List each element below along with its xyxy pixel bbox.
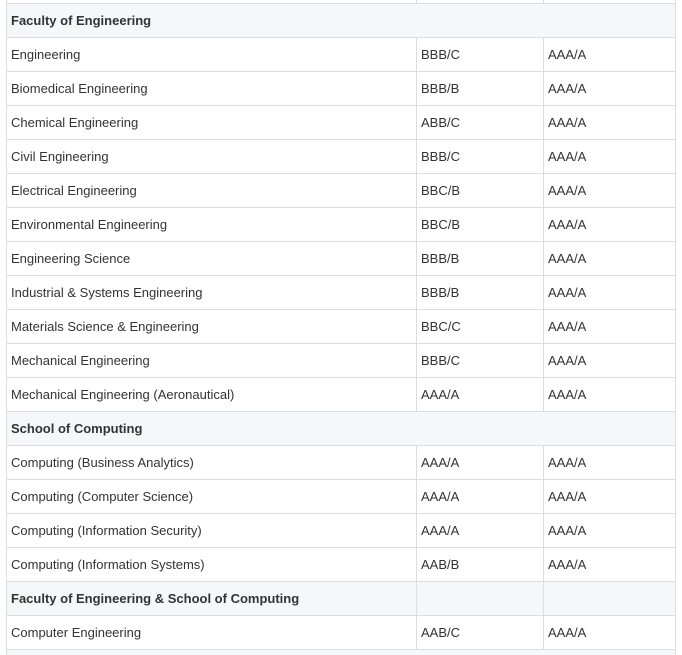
- cell: AAA/A: [416, 514, 543, 547]
- cell: Engineering Science: [11, 251, 131, 266]
- cell: AAA/A: [543, 548, 676, 581]
- cell: AAA/A: [543, 174, 676, 207]
- table-row: Chemical Engineering ABB/C AAA/A: [6, 105, 676, 139]
- table-row: Computing (Business Analytics) AAA/A AAA/A: [6, 445, 676, 479]
- cell: AAA/A: [416, 480, 543, 513]
- cell: AAA/A: [543, 480, 676, 513]
- cell: AAA/A: [543, 106, 676, 139]
- cell: AAA/A: [543, 208, 676, 241]
- cell: AAA/A: [543, 446, 676, 479]
- cell: AAA/A: [543, 344, 676, 377]
- cell: AAA/A: [543, 378, 676, 411]
- cell: [543, 0, 676, 3]
- section-header: Faculty of Engineering: [6, 3, 676, 37]
- table-row: Computer Engineering AAB/C AAA/A: [6, 615, 676, 649]
- table-row: Mechanical Engineering (Aeronautical) AAA…: [6, 377, 676, 411]
- cell: Environmental Engineering: [11, 217, 168, 232]
- cell: AAA/A: [543, 242, 676, 275]
- cell: Industrial & Systems Engineering: [11, 285, 203, 300]
- cell: BBB/B: [416, 72, 543, 105]
- partial-row: [6, 0, 676, 3]
- table-row: Environmental Engineering BBC/B AAA/A: [6, 207, 676, 241]
- cell: Mechanical Engineering: [11, 353, 150, 368]
- cell: Electrical Engineering: [11, 183, 137, 198]
- cell: AAA/A: [543, 514, 676, 547]
- cell: AAA/A: [416, 378, 543, 411]
- cell: Biomedical Engineering: [11, 81, 148, 96]
- cell: Mechanical Engineering (Aeronautical): [11, 387, 235, 402]
- table-row: Electrical Engineering BBC/B AAA/A: [6, 173, 676, 207]
- cell: Computing (Business Analytics): [11, 455, 194, 470]
- cell: BBC/B: [416, 208, 543, 241]
- cell: ABB/C: [416, 106, 543, 139]
- cell: Chemical Engineering: [11, 115, 139, 130]
- cell: Materials Science & Engineering: [11, 319, 199, 334]
- section-header: School of Computing: [6, 411, 676, 445]
- cell: BBB/B: [416, 242, 543, 275]
- cell: AAA/A: [543, 616, 676, 649]
- cell: AAA/A: [543, 310, 676, 343]
- cell: BBC/B: [416, 174, 543, 207]
- table-row: Civil Engineering BBB/C AAA/A: [6, 139, 676, 173]
- partial-row: [6, 649, 676, 655]
- cell: BBB/C: [416, 344, 543, 377]
- table-row: Materials Science & Engineering BBC/C AAA/…: [6, 309, 676, 343]
- cell: BBB/C: [416, 38, 543, 71]
- table-row: Computing (Information Security) AAA/A AAA…: [6, 513, 676, 547]
- cell: BBB/C: [416, 140, 543, 173]
- table-row: Engineering Science BBB/B AAA/A: [6, 241, 676, 275]
- cell: AAA/A: [543, 140, 676, 173]
- cell: Computing (Information Security): [11, 523, 202, 538]
- cell: Computer Engineering: [11, 625, 142, 640]
- cell: AAA/A: [543, 276, 676, 309]
- cell: AAB/C: [416, 616, 543, 649]
- table-row: Industrial & Systems Engineering BBB/B AAA…: [6, 275, 676, 309]
- table-row: Mechanical Engineering BBB/C AAA/A: [6, 343, 676, 377]
- cell: [416, 0, 543, 3]
- cell: AAA/A: [416, 446, 543, 479]
- section-title: Faculty of Engineering: [11, 13, 152, 28]
- cell: Civil Engineering: [11, 149, 109, 164]
- section-header: Faculty of Engineering & School of Compu…: [6, 581, 676, 615]
- table-row: Computing (Information Systems) AAB/B AAA/…: [6, 547, 676, 581]
- table-row: Computing (Computer Science) AAA/A AAA/A: [6, 479, 676, 513]
- cell: BBB/B: [416, 276, 543, 309]
- cell: [543, 582, 676, 615]
- table-row: Engineering BBB/C AAA/A: [6, 37, 676, 71]
- cell: Engineering: [11, 47, 81, 62]
- cell: AAA/A: [543, 38, 676, 71]
- cell: AAA/A: [543, 72, 676, 105]
- section-title: School of Computing: [11, 421, 143, 436]
- cell: [416, 582, 543, 615]
- cell: AAB/B: [416, 548, 543, 581]
- cell: BBC/C: [416, 310, 543, 343]
- section-title: Faculty of Engineering & School of Compu…: [11, 591, 300, 606]
- cell: Computing (Computer Science): [11, 489, 194, 504]
- table-row: Biomedical Engineering BBB/B AAA/A: [6, 71, 676, 105]
- cell: Computing (Information Systems): [11, 557, 205, 572]
